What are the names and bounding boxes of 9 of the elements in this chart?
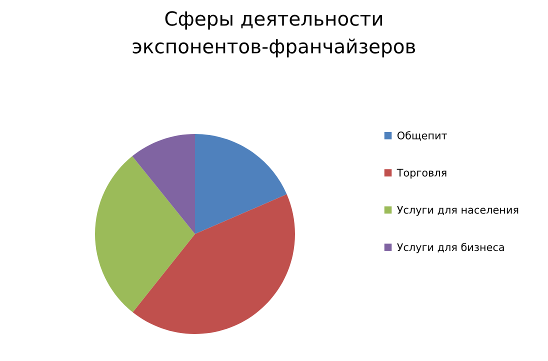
legend-label: Общепит	[397, 131, 448, 141]
pie-slice	[195, 134, 287, 234]
pie-slice	[132, 134, 195, 234]
chart-title: Сферы деятельности экспонентов-франчайзеров	[132, 11, 416, 58]
legend-label: Торговля	[396, 168, 446, 179]
legend-label: Услуги для бизнеса	[397, 242, 504, 254]
legend-label: Услуги для населения	[397, 206, 518, 216]
pie-slice	[132, 194, 295, 334]
pie-slice	[95, 156, 195, 312]
